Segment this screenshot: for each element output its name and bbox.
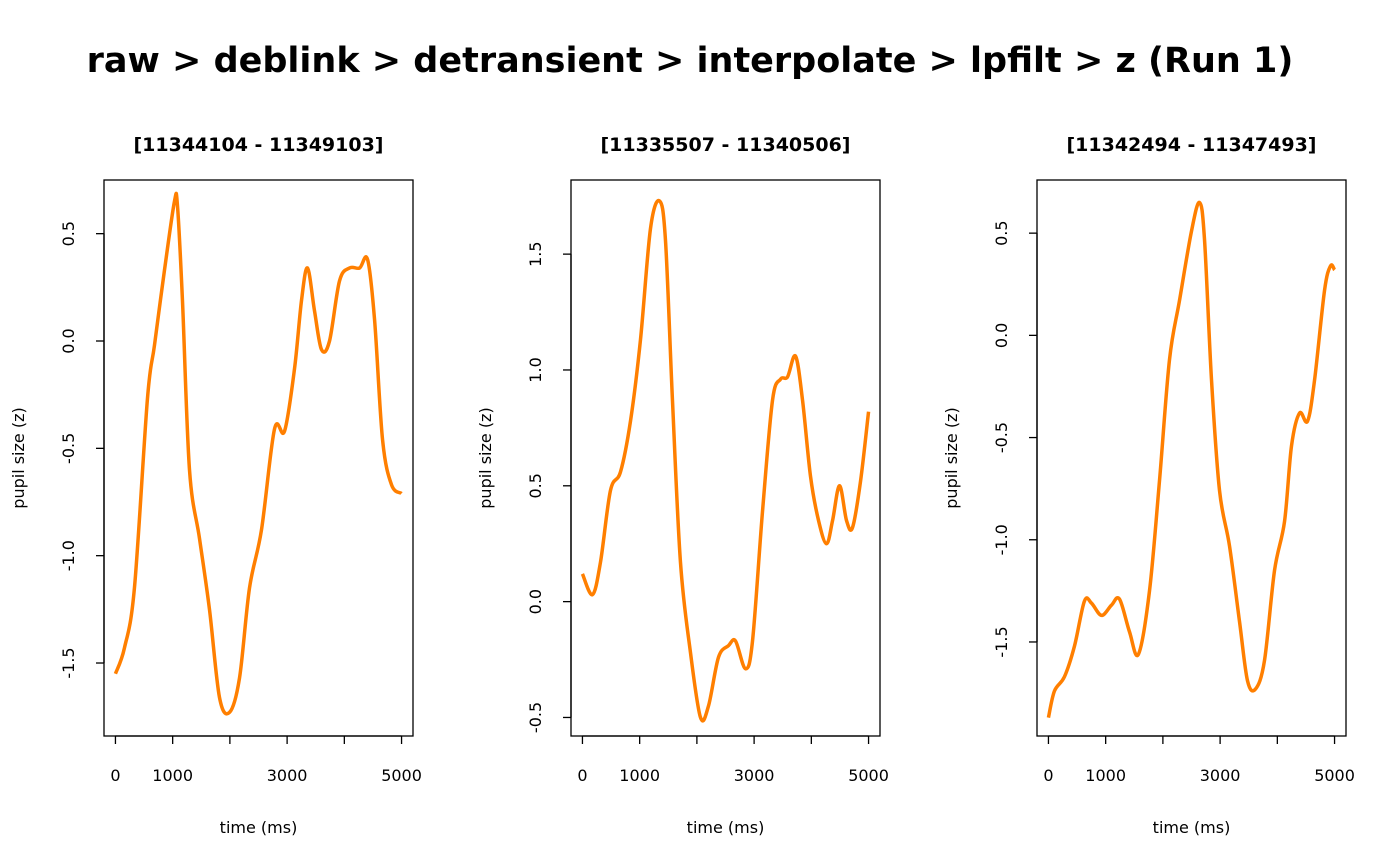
- y-tick-label: -0.5: [526, 702, 545, 733]
- y-tick-label: -1.0: [59, 540, 78, 571]
- x-tick-label: 3000: [267, 766, 308, 785]
- plot-box: [103, 179, 414, 737]
- x-tick-label: 3000: [734, 766, 775, 785]
- panel-1: [11344104 - 11349103] 0 1000 3000 5000 -1.5 -1…: [9, 134, 422, 837]
- x-tick-label: 5000: [848, 766, 889, 785]
- y-axis-label: pupil size (z): [476, 407, 495, 508]
- y-tick-label: 1.0: [526, 357, 545, 382]
- x-tick-label: 1000: [619, 766, 660, 785]
- x-tick-label: 0: [577, 766, 587, 785]
- panel-2: [11335507 - 11340506] 0 1000 3000 5000 -0.5 0.…: [476, 134, 889, 837]
- y-tick-label: 0.0: [992, 323, 1011, 348]
- x-tick-label: 5000: [1314, 766, 1355, 785]
- x-axis-label: time (ms): [687, 818, 765, 837]
- x-axis-label: time (ms): [220, 818, 298, 837]
- y-tick-label: 0.0: [526, 589, 545, 614]
- panel-title: [11344104 - 11349103]: [133, 134, 383, 156]
- y-tick-label: 1.5: [526, 241, 545, 266]
- panel-title: [11342494 - 11347493]: [1066, 134, 1316, 156]
- main-title: raw > deblink > detransient > interpolat…: [87, 41, 1294, 81]
- x-tick-label: 1000: [1085, 766, 1126, 785]
- plot-box: [1036, 179, 1347, 737]
- series-line: [1046, 200, 1337, 718]
- y-tick-label: 0.5: [59, 221, 78, 246]
- series-line: [580, 198, 871, 723]
- x-axis-label: time (ms): [1153, 818, 1231, 837]
- y-tick-label: 0.5: [992, 220, 1011, 245]
- y-tick-label: 0.5: [526, 473, 545, 498]
- x-tick-label: 3000: [1200, 766, 1241, 785]
- y-tick-label: -1.5: [59, 647, 78, 678]
- y-tick-label: 0.0: [59, 328, 78, 353]
- panel-3: [11342494 - 11347493] 0 1000 3000 5000 -1.5 -1…: [942, 134, 1355, 837]
- x-tick-label: 5000: [381, 766, 422, 785]
- x-tick-label: 1000: [152, 766, 193, 785]
- y-tick-label: -0.5: [59, 433, 78, 464]
- x-tick-label: 0: [1043, 766, 1053, 785]
- y-axis-label: pupil size (z): [942, 407, 961, 508]
- plot-box: [570, 179, 881, 737]
- panel-title: [11335507 - 11340506]: [600, 134, 850, 156]
- series-line: [113, 191, 403, 716]
- y-tick-label: -1.0: [992, 524, 1011, 555]
- x-tick-label: 0: [110, 766, 120, 785]
- y-tick-label: -0.5: [992, 422, 1011, 453]
- y-tick-label: -1.5: [992, 626, 1011, 657]
- y-axis-label: pupil size (z): [9, 407, 28, 508]
